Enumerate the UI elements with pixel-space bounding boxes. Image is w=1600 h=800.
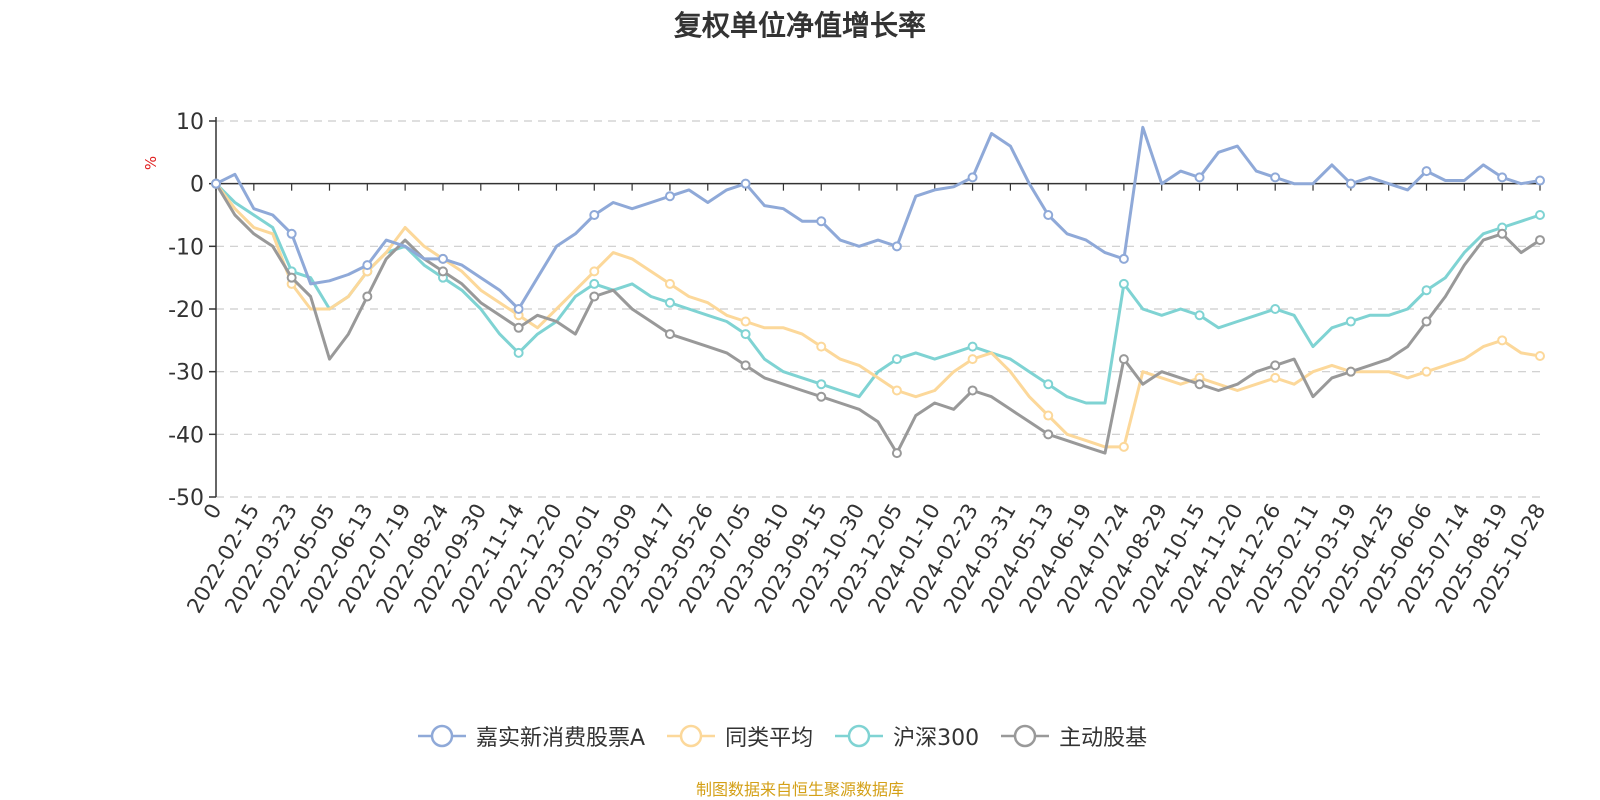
series-point (1345, 366, 1356, 377)
y-tick-label: -30 (168, 361, 204, 386)
series-point (1270, 172, 1281, 183)
series-point (816, 391, 827, 402)
series-point (1194, 379, 1205, 390)
series-point (211, 178, 221, 189)
series-point (1535, 235, 1545, 246)
series-point (589, 278, 600, 289)
series-point (1118, 354, 1129, 365)
series-point (664, 297, 675, 308)
series-point (1270, 372, 1281, 383)
series-point (1497, 228, 1508, 239)
series-point (1345, 316, 1356, 327)
grid-lines (216, 120, 1540, 498)
series-point (1535, 351, 1545, 361)
series-point (1421, 285, 1432, 296)
series-point (816, 216, 827, 227)
series-line (215, 125, 1541, 311)
legend-marker-icon (667, 724, 716, 748)
series-point (664, 278, 675, 289)
legend-item[interactable]: 沪深300 (833, 720, 979, 752)
legend-label: 沪深300 (893, 726, 980, 751)
series-point (1194, 310, 1205, 321)
legend-marker-icon (835, 724, 884, 748)
legend-marker-icon (418, 724, 466, 748)
legend-label: 同类平均 (725, 726, 814, 751)
series-point (437, 253, 448, 264)
series-point (967, 385, 978, 396)
series-point (1043, 379, 1054, 390)
series-point (362, 291, 373, 302)
chart-title: 复权单位净值增长率 (673, 9, 926, 42)
y-tick-label: -20 (168, 298, 204, 323)
series-point (1535, 210, 1545, 220)
series-point (664, 191, 675, 202)
series-point (1043, 429, 1054, 440)
series-point (437, 266, 448, 277)
series-point (891, 385, 902, 396)
y-tick-label: 0 (190, 173, 204, 198)
series-point (513, 322, 524, 333)
series-point (1421, 366, 1432, 377)
series-point (891, 448, 902, 459)
y-tick-label: -40 (168, 423, 204, 448)
series-point (740, 329, 751, 340)
legend-item[interactable]: 嘉实新消费股票A (416, 720, 645, 752)
legend-label: 主动股基 (1059, 726, 1148, 751)
series-point (362, 260, 373, 271)
y-tick-label: 10 (176, 110, 204, 135)
series-point (1043, 410, 1054, 421)
legend-item[interactable]: 同类平均 (665, 720, 813, 752)
legend: 嘉实新消费股票A 同类平均 沪深300 主动股基 (416, 720, 1167, 752)
y-tick-label: -50 (168, 486, 204, 511)
series-point (1043, 210, 1054, 220)
series-point (1421, 166, 1432, 177)
series-point (1270, 304, 1281, 314)
series-point (589, 210, 600, 220)
series-point (1497, 172, 1508, 183)
source-footer: 制图数据来自恒生聚源数据库 (695, 780, 904, 799)
series-point (589, 291, 600, 302)
series-point (1345, 178, 1356, 189)
series-point (816, 341, 827, 352)
series-point (816, 379, 827, 390)
series-point (589, 266, 600, 277)
series-point (1118, 253, 1129, 264)
x-tick-label: 0 (199, 500, 226, 524)
y-axis: 10 0 -10 -20 -30 -40 -50 (168, 110, 217, 511)
series-point (1497, 335, 1508, 346)
series-point (891, 241, 902, 252)
series-line (214, 182, 1541, 449)
series-point (664, 329, 675, 340)
series-point (1194, 172, 1205, 183)
series-point (286, 272, 297, 283)
y-axis-unit-label: % (142, 156, 160, 170)
series-point (1118, 278, 1129, 289)
series-point (513, 347, 524, 358)
series-point (740, 178, 751, 189)
legend-marker-icon (1001, 724, 1050, 748)
series-point (1535, 175, 1545, 186)
series-point (513, 304, 524, 314)
series-line (214, 182, 1541, 455)
series-point (740, 360, 751, 371)
series-point (891, 354, 902, 365)
series-point (967, 354, 978, 365)
series-point (1421, 316, 1432, 327)
series-point (1118, 441, 1129, 452)
series-point (286, 228, 297, 239)
legend-item[interactable]: 主动股基 (999, 720, 1147, 752)
series-point (967, 341, 978, 352)
series-lines (211, 125, 1545, 459)
series-point (1270, 360, 1281, 371)
legend-label: 嘉实新消费股票A (476, 726, 646, 751)
series-line (214, 182, 1541, 405)
y-tick-label: -10 (168, 235, 204, 260)
series-point (740, 316, 751, 327)
series-point (967, 172, 978, 183)
